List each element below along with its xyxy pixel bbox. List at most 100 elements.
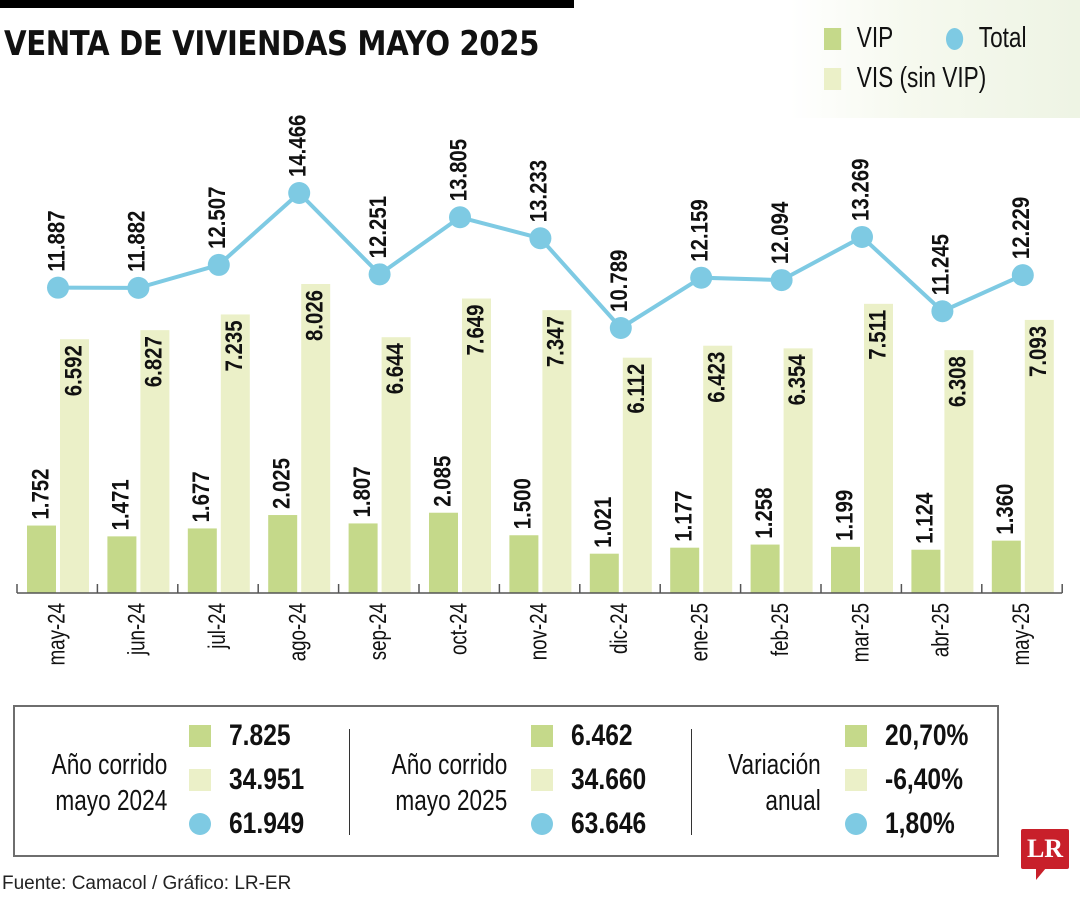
data-label-vis: 7.511: [864, 310, 891, 360]
x-tick-label: jun-24: [124, 603, 151, 656]
total-point: [770, 269, 793, 292]
source-note: Fuente: Camacol / Gráfico: LR-ER: [2, 873, 292, 894]
bar-vis: [703, 345, 733, 593]
x-tick-label: may-24: [43, 603, 70, 665]
data-label-vis: 7.649: [462, 305, 489, 356]
summary-variation-vip: 20,70%: [845, 719, 987, 753]
bar-vip: [670, 547, 700, 593]
summary-value: 7.825: [229, 719, 291, 752]
x-tick-label: may-25: [1008, 603, 1035, 665]
total-point: [690, 266, 713, 289]
data-label-vip: 1.177: [670, 491, 697, 542]
x-tick-label: feb-25: [767, 603, 794, 656]
total-point: [1011, 264, 1034, 287]
total-dot-icon: [531, 813, 553, 835]
bar-vip: [429, 512, 458, 593]
legend-label-total: Total: [978, 22, 1027, 54]
data-label-vip: 1.124: [911, 492, 938, 544]
data-label-vip: 1.360: [992, 484, 1019, 535]
bar-vip: [911, 549, 941, 593]
legend-label-vip: VIP: [856, 22, 894, 54]
total-point: [368, 263, 391, 286]
data-label-vis: 6.354: [783, 354, 810, 406]
summary-divider: [349, 729, 350, 835]
vis-swatch-icon: [531, 769, 553, 791]
vip-swatch-icon: [845, 725, 867, 747]
data-label-vis: 7.093: [1025, 326, 1052, 377]
data-label-total: 12.507: [204, 187, 231, 249]
bar-vip: [509, 535, 539, 593]
summary-label-line1: Variación: [728, 749, 821, 781]
data-label-total: 13.233: [525, 160, 552, 222]
x-tick-label: dic-24: [606, 603, 633, 654]
data-label-total: 12.251: [364, 196, 391, 258]
data-label-total: 13.805: [445, 139, 472, 201]
summary-value: 61.949: [229, 807, 305, 840]
data-label-vip: 1.021: [590, 497, 617, 548]
summary-label-line1: Año corrido: [51, 749, 167, 781]
bar-vip: [750, 544, 780, 593]
data-label-vis: 6.827: [140, 336, 167, 387]
bar-vis: [60, 339, 89, 593]
summary-box: Año corrido mayo 2024 7.825 34.951 61.94…: [13, 705, 999, 857]
bar-vip: [991, 540, 1021, 593]
total-point: [47, 276, 69, 299]
x-tick-label: ago-24: [284, 603, 311, 661]
data-label-vip: 2.025: [268, 458, 295, 509]
bar-vis: [462, 298, 491, 593]
summary-label-variation: Variación anual: [728, 747, 821, 819]
data-label-total: 11.245: [927, 234, 954, 295]
summary-variation-vis: -6,40%: [845, 763, 980, 797]
x-tick-label: mar-25: [847, 603, 874, 662]
data-label-total: 12.094: [766, 201, 793, 264]
vis-swatch-icon: [189, 769, 211, 791]
data-label-vis: 6.592: [60, 345, 87, 396]
summary-label-line2: mayo 2025: [395, 785, 507, 817]
summary-label-line1: Año corrido: [391, 749, 507, 781]
bar-vip: [187, 528, 217, 593]
bar-vis: [864, 303, 893, 593]
total-point: [529, 227, 552, 250]
data-label-vip: 1.807: [348, 466, 375, 517]
bar-vip: [831, 546, 860, 593]
data-label-vip: 1.500: [509, 478, 536, 529]
vis-swatch-icon: [845, 769, 867, 791]
total-point: [288, 182, 311, 204]
data-label-vip: 2.085: [429, 456, 456, 507]
data-label-total: 10.789: [606, 250, 633, 312]
legend-item-vis: VIS (sin VIP): [824, 62, 986, 95]
x-tick-label: abr-25: [928, 603, 955, 657]
summary-value: 1,80%: [885, 807, 955, 840]
total-point: [127, 276, 150, 299]
total-point: [207, 253, 230, 276]
summary-label-2025: Año corrido mayo 2025: [391, 747, 507, 819]
data-label-total: 13.269: [847, 159, 874, 221]
bar-vis: [622, 357, 652, 593]
data-label-total: 12.159: [686, 199, 713, 261]
data-label-total: 11.887: [43, 210, 70, 271]
x-tick-label: sep-24: [365, 603, 392, 660]
top-rule: [0, 0, 574, 8]
data-label-vip: 1.258: [750, 488, 777, 539]
data-label-vis: 6.423: [703, 352, 730, 403]
data-label-total: 11.882: [123, 211, 150, 272]
x-tick-label: oct-24: [445, 603, 472, 655]
total-dot-icon: [189, 813, 211, 835]
summary-value: 20,70%: [885, 719, 969, 752]
total-dot-icon: [946, 27, 964, 50]
bar-vip: [27, 525, 56, 593]
legend-item-total: Total: [946, 22, 1027, 55]
bar-vip: [348, 523, 378, 593]
summary-value: 34.951: [229, 763, 305, 796]
summary-variation-total: 1,80%: [845, 807, 970, 841]
summary-label-line2: mayo 2024: [55, 785, 167, 817]
data-label-total: 14.466: [284, 115, 311, 177]
summary-2025-total: 63.646: [531, 807, 663, 841]
bar-vis: [542, 310, 572, 593]
lr-logo-icon: LR: [1021, 829, 1069, 869]
total-point: [609, 317, 632, 339]
summary-value: 34.660: [571, 763, 647, 796]
chart-area: 1.752 6.592 1.471 6.827 1.677 7.235 2.025 8.026…: [16, 115, 1063, 665]
bar-vis: [140, 330, 170, 593]
bar-vis: [944, 350, 974, 593]
